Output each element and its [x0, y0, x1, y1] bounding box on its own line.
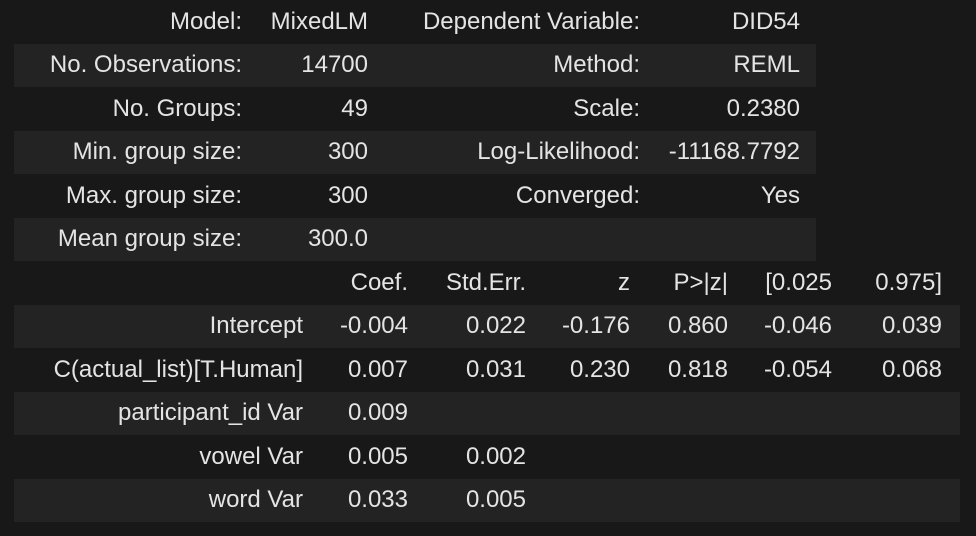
info-row: Mean group size: 300.0	[14, 217, 816, 261]
coefficient-table: Coef. Std.Err. z P>|z| [0.025 0.975] Int…	[0, 261, 976, 522]
coef-row: C(actual_list)[T.Human] 0.007 0.031 0.23…	[14, 348, 960, 392]
coef-value: -0.176	[561, 312, 630, 340]
info-value: 49	[341, 94, 368, 122]
info-row: Max. group size: 300 Converged: Yes	[14, 174, 816, 218]
info-label: Log-Likelihood:	[477, 138, 640, 166]
info-label: Converged:	[515, 181, 640, 209]
coef-value: 0.031	[465, 355, 526, 383]
coef-row-label: word Var	[208, 486, 303, 514]
info-label: Mean group size:	[57, 225, 242, 253]
coef-row: vowel Var 0.005 0.002	[14, 435, 960, 479]
coef-row-label: Intercept	[209, 312, 303, 340]
coef-value: 0.068	[881, 355, 942, 383]
coef-value: -0.004	[339, 312, 408, 340]
coef-value: -0.046	[763, 312, 832, 340]
info-row: Model: MixedLM Dependent Variable: DID54	[14, 0, 816, 44]
coef-value: 0.007	[347, 355, 408, 383]
info-label: No. Groups:	[112, 94, 242, 122]
info-label: Scale:	[573, 94, 640, 122]
coef-value: 0.860	[667, 312, 728, 340]
info-value: 14700	[301, 51, 368, 79]
coef-value: 0.009	[347, 399, 408, 427]
coef-header-row: Coef. Std.Err. z P>|z| [0.025 0.975]	[14, 261, 960, 305]
coef-value: 0.033	[347, 486, 408, 514]
info-row: No. Observations: 14700 Method: REML	[14, 43, 816, 87]
coef-value: 0.005	[465, 486, 526, 514]
coef-header-ci-high: 0.975]	[875, 268, 942, 296]
coef-value: 0.818	[667, 355, 728, 383]
coef-row: Intercept -0.004 0.022 -0.176 0.860 -0.0…	[14, 304, 960, 348]
coef-header-ci-low: [0.025	[765, 268, 832, 296]
info-value: MixedLM	[270, 7, 368, 35]
coef-row: participant_id Var 0.009	[14, 391, 960, 435]
info-value: DID54	[731, 7, 800, 35]
info-value: 300.0	[307, 225, 368, 253]
coef-row-label: participant_id Var	[118, 399, 303, 427]
coef-row-label: vowel Var	[199, 442, 303, 470]
coef-header-pvalue: P>|z|	[673, 268, 729, 296]
coef-value: 0.005	[347, 442, 408, 470]
info-label: Dependent Variable:	[422, 7, 640, 35]
coef-value: 0.022	[465, 312, 526, 340]
info-row: No. Groups: 49 Scale: 0.2380	[14, 87, 816, 131]
info-value: Yes	[760, 181, 800, 209]
coef-header-stderr: Std.Err.	[445, 268, 526, 296]
info-value: 0.2380	[726, 94, 800, 122]
coef-header-z: z	[618, 268, 630, 296]
coef-value: 0.039	[881, 312, 942, 340]
info-value: 300	[327, 138, 368, 166]
info-label: Model:	[169, 7, 242, 35]
coef-header-coef: Coef.	[350, 268, 408, 296]
info-label: Method:	[553, 51, 640, 79]
coef-value: 0.002	[465, 442, 526, 470]
coef-value: -0.054	[763, 355, 832, 383]
info-label: No. Observations:	[49, 51, 242, 79]
info-row: Min. group size: 300 Log-Likelihood: -11…	[14, 130, 816, 174]
coef-row-label: C(actual_list)[T.Human]	[53, 355, 303, 383]
info-label: Min. group size:	[72, 138, 242, 166]
info-value: REML	[733, 51, 800, 79]
model-info-table: Model: MixedLM Dependent Variable: DID54…	[0, 0, 976, 261]
coef-value: 0.230	[569, 355, 630, 383]
info-value: 300	[327, 181, 368, 209]
coef-row: word Var 0.033 0.005	[14, 478, 960, 522]
info-value: -11168.7792	[668, 138, 800, 166]
info-label: Max. group size:	[65, 181, 242, 209]
